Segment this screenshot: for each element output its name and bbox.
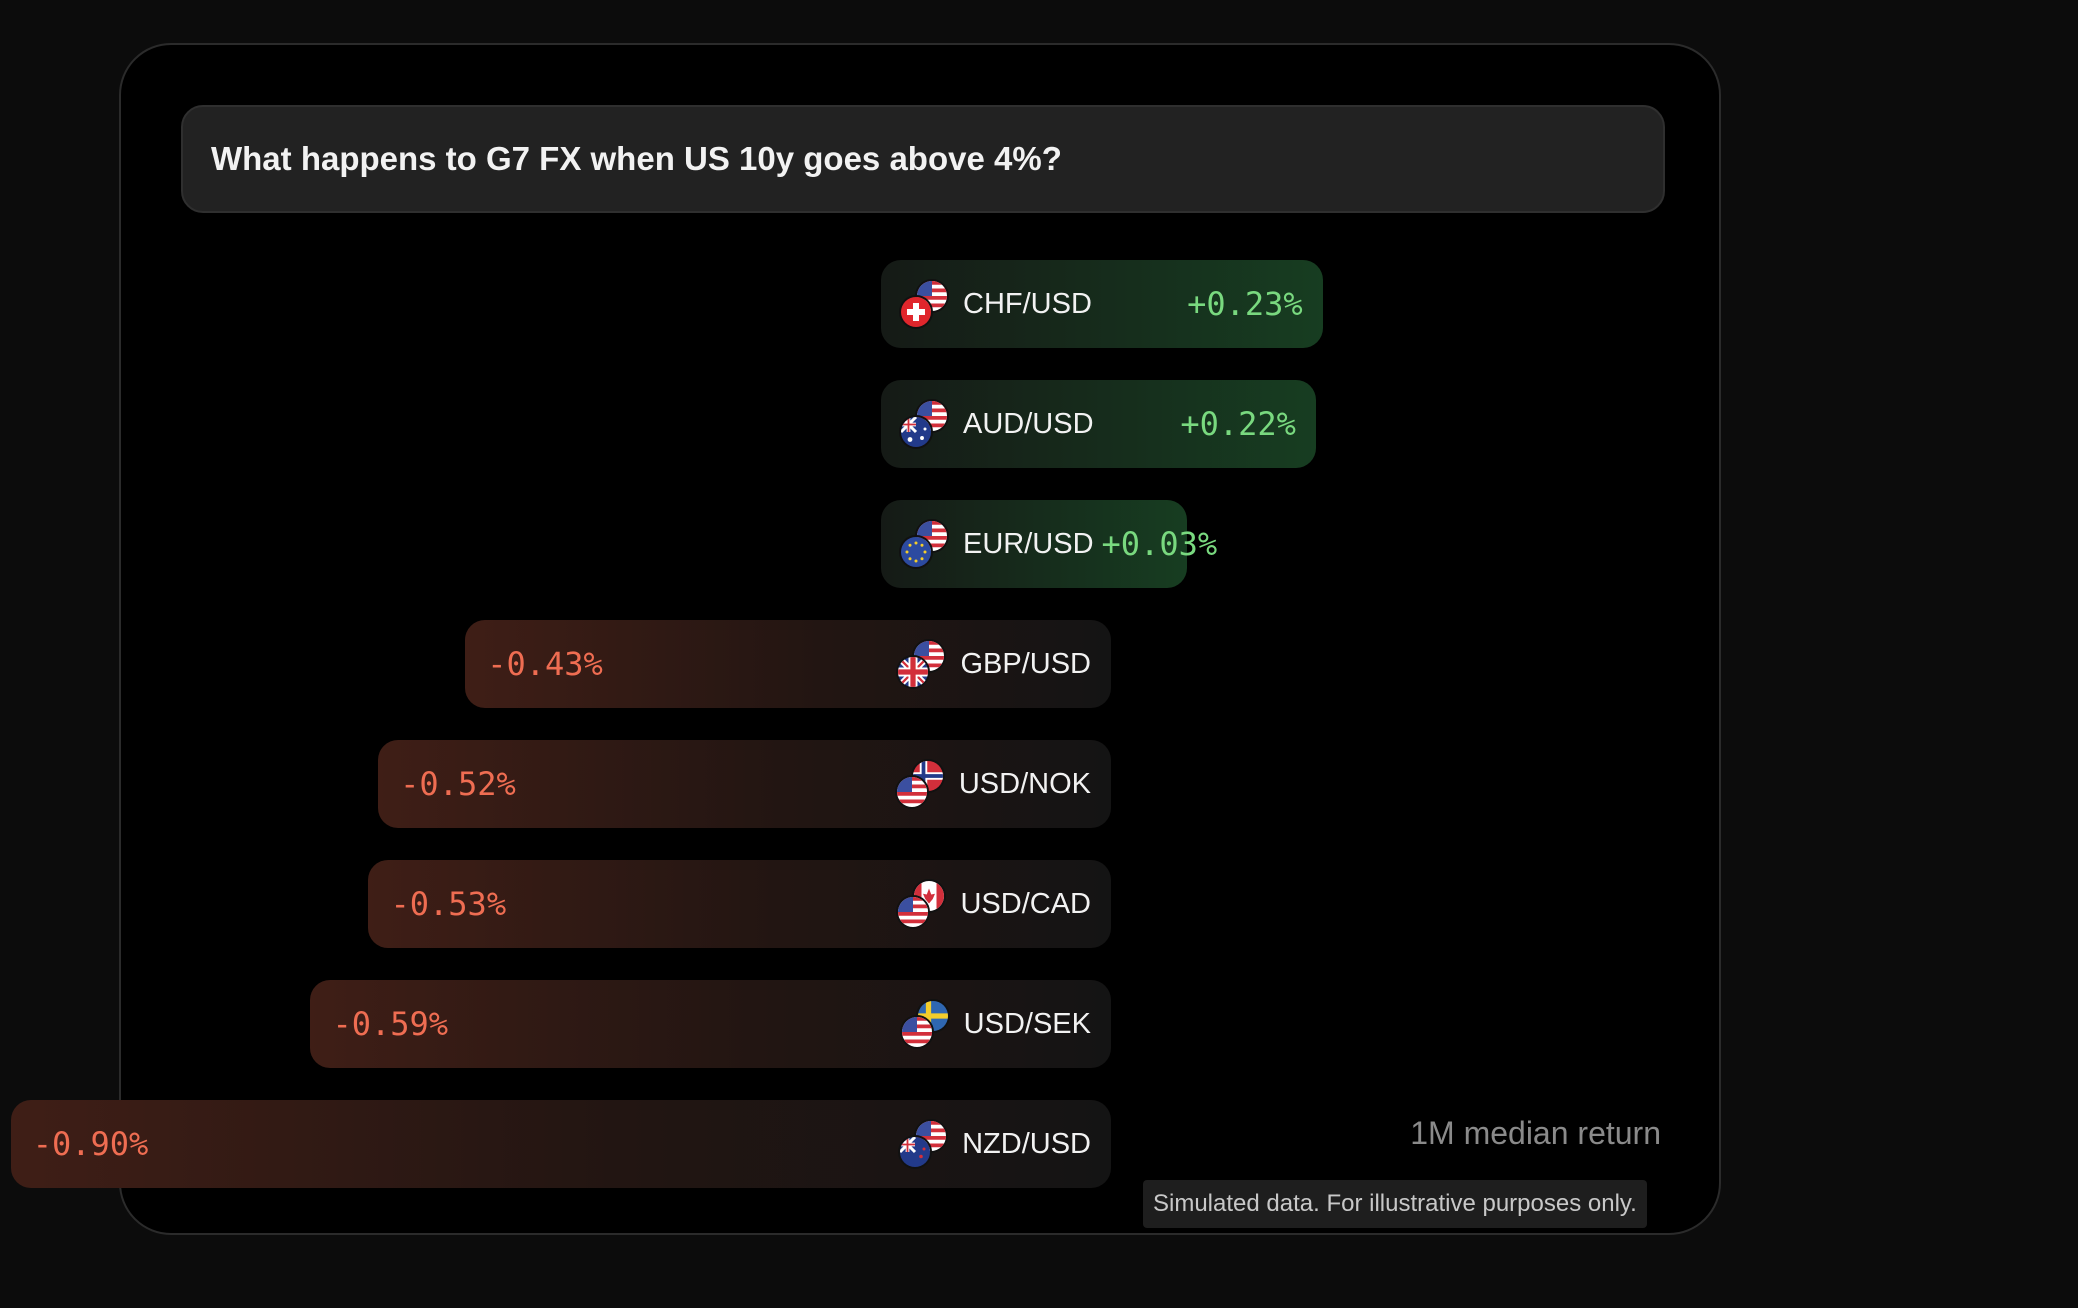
flag-pair-icon (899, 999, 950, 1049)
pair-label: EUR/USD (963, 527, 1094, 560)
flag-pair-icon (899, 399, 949, 449)
return-value-label: +0.03% (1101, 525, 1218, 563)
question-text: What happens to G7 FX when US 10y goes a… (211, 140, 1062, 177)
ch-flag-icon (899, 295, 933, 329)
bar-usd-nok: -0.52% USD/NOK (378, 740, 1111, 828)
pair-label: NZD/USD (962, 1127, 1091, 1160)
flag-pair-icon (899, 519, 949, 569)
pair-label: USD/CAD (960, 887, 1091, 920)
pair-label: USD/SEK (963, 1007, 1091, 1040)
us-flag-icon (896, 895, 931, 929)
bar-usd-cad: -0.53% USD/CAD (368, 860, 1111, 948)
return-value-label: -0.59% (332, 1005, 449, 1043)
pair-label: USD/NOK (958, 767, 1091, 800)
return-value-label: -0.52% (400, 765, 516, 803)
flag-pair-icon (894, 759, 945, 809)
gb-flag-icon (896, 655, 931, 689)
bar-chf-usd: CHF/USD +0.23% (881, 260, 1323, 348)
chart-card: What happens to G7 FX when US 10y goes a… (10, 43, 1721, 1235)
return-value-label: +0.23% (1187, 285, 1303, 323)
return-value-label: +0.22% (1180, 405, 1296, 443)
eu-flag-icon (899, 535, 933, 569)
bar-gbp-usd: -0.43% GBP/USD (465, 620, 1111, 708)
disclaimer-note: Simulated data. For illustrative purpose… (1143, 1180, 1647, 1228)
pair-label: GBP/USD (960, 647, 1091, 680)
flag-pair-icon (896, 879, 947, 929)
flag-pair-icon (899, 279, 949, 329)
bar-aud-usd: AUD/USD +0.22% (881, 380, 1316, 468)
bar-usd-sek: -0.59% USD/SEK (310, 980, 1111, 1068)
us-flag-icon (899, 1015, 934, 1049)
question-box: What happens to G7 FX when US 10y goes a… (181, 105, 1665, 213)
bar-eur-usd: EUR/USD +0.03% (881, 500, 1217, 588)
median-return-label: 1M median return (1410, 1115, 1661, 1151)
pair-label: AUD/USD (963, 407, 1094, 440)
au-flag-icon (899, 415, 933, 449)
return-value-label: -0.90% (32, 1125, 149, 1163)
us-flag-icon (894, 775, 929, 809)
return-value-label: -0.53% (390, 885, 507, 923)
return-value-label: -0.43% (487, 645, 603, 683)
flag-pair-icon (896, 639, 947, 689)
bar-nzd-usd: -0.90% NZD/USD (10, 1100, 1111, 1188)
nz-flag-icon (898, 1135, 933, 1169)
pair-label: CHF/USD (963, 287, 1092, 320)
flag-pair-icon (898, 1119, 949, 1169)
